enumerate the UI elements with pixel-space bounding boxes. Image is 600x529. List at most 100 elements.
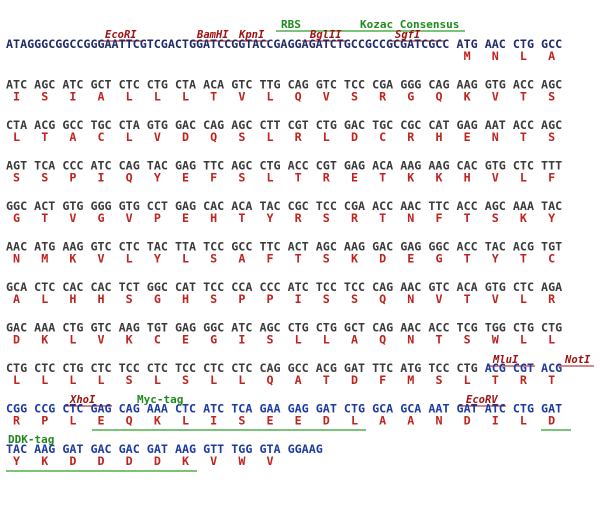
codon: CGT: [288, 118, 309, 132]
amino-acid: S: [492, 211, 499, 225]
amino-acid: T: [464, 211, 471, 225]
amino-acid: T: [210, 90, 217, 104]
codon: ACG: [34, 118, 55, 132]
codon: ACG: [316, 361, 337, 375]
amino-acid: L: [323, 130, 330, 144]
restriction-site: EcoRV: [466, 394, 498, 406]
amino-acid: T: [295, 252, 302, 266]
amino-acid: G: [435, 252, 442, 266]
amino-acid: F: [435, 211, 442, 225]
amino-acid: K: [41, 333, 48, 347]
codon: GAG: [400, 240, 421, 254]
codon: AAG: [62, 240, 83, 254]
codon: CTC: [34, 361, 55, 375]
amino-acid: I: [238, 333, 245, 347]
restriction-site: XhoI: [69, 394, 96, 406]
codon: GAA: [259, 402, 280, 416]
amino-acid: S: [210, 252, 217, 266]
codon: ACC: [513, 118, 534, 132]
codon: TGC: [372, 118, 393, 132]
amino-acid: H: [435, 130, 442, 144]
amino-acid: V: [266, 454, 273, 468]
codon: GGC: [203, 321, 224, 335]
feature-label: RBS: [281, 18, 301, 31]
codon: TCC: [316, 199, 337, 213]
codon: GTC: [316, 78, 337, 92]
amino-acid: L: [182, 252, 189, 266]
codon: AGC: [34, 78, 55, 92]
amino-acid: L: [41, 292, 48, 306]
amino-acid: Y: [266, 211, 273, 225]
codon: TGG: [485, 321, 506, 335]
codon: TCC: [119, 361, 140, 375]
amino-acid: R: [379, 90, 387, 104]
amino-acid: V: [69, 211, 76, 225]
codon: ACC: [428, 321, 449, 335]
amino-acid: D: [126, 454, 133, 468]
amino-acid: L: [69, 414, 76, 428]
codon: AGC: [316, 240, 337, 254]
codon: ATC: [203, 402, 224, 416]
restriction-site: NotI: [564, 354, 591, 366]
amino-acid: P: [238, 292, 245, 306]
amino-acid: S: [210, 292, 217, 306]
codon: TAC: [147, 159, 168, 173]
amino-acid: H: [210, 211, 217, 225]
amino-acid: L: [13, 130, 20, 144]
amino-acid: A: [13, 292, 20, 306]
codon: ACC: [288, 159, 309, 173]
codon: ACA: [457, 280, 478, 294]
restriction-site: EcoRI: [105, 29, 137, 41]
amino-acid: E: [464, 130, 471, 144]
amino-acid: S: [323, 292, 330, 306]
codon: AGA: [541, 280, 562, 294]
amino-acid: G: [210, 333, 217, 347]
codon: AAC: [400, 199, 421, 213]
codon: ACC: [513, 78, 534, 92]
amino-acid: L: [520, 49, 527, 63]
amino-acid: C: [379, 130, 386, 144]
codon: CAG: [203, 118, 224, 132]
codon: CTC: [513, 280, 534, 294]
codon: CTC: [147, 361, 168, 375]
restriction-site: BamHI: [196, 29, 229, 41]
amino-acid: D: [351, 130, 358, 144]
amino-acid: I: [210, 414, 217, 428]
codon: CTC: [62, 402, 83, 416]
amino-acid: V: [98, 252, 105, 266]
amino-acid: S: [323, 211, 330, 225]
amino-acid: S: [323, 252, 330, 266]
codon: AAG: [428, 159, 449, 173]
amino-acid: N: [407, 211, 414, 225]
amino-acid: Y: [548, 211, 555, 225]
codon: ACA: [231, 199, 252, 213]
restriction-site: BglII: [309, 29, 342, 41]
codon: GTG: [485, 159, 506, 173]
codon: GAC: [344, 118, 365, 132]
amino-acid: S: [182, 373, 189, 387]
codon: TCC: [344, 78, 365, 92]
amino-acid: L: [548, 333, 555, 347]
codon: CCC: [62, 159, 83, 173]
codon: ATC: [485, 402, 506, 416]
restriction-site: MluI: [492, 354, 519, 366]
codon: GAG: [90, 402, 111, 416]
codon: GGC: [147, 280, 168, 294]
codon: ACA: [372, 159, 393, 173]
amino-acid: V: [154, 130, 161, 144]
amino-acid: L: [520, 171, 527, 185]
amino-acid: D: [13, 333, 20, 347]
codon: GCA: [6, 280, 27, 294]
codon: AAG: [34, 442, 55, 456]
amino-acid: I: [69, 90, 76, 104]
codon: GCC: [231, 240, 252, 254]
amino-acid: Q: [379, 333, 386, 347]
codon: TTC: [259, 240, 280, 254]
codon: GAT: [62, 442, 83, 456]
amino-acid: L: [154, 90, 161, 104]
codon: CTA: [6, 118, 27, 132]
amino-acid: R: [295, 130, 303, 144]
codon: CTA: [119, 118, 140, 132]
codon: GAT: [541, 402, 562, 416]
amino-acid: L: [464, 373, 471, 387]
